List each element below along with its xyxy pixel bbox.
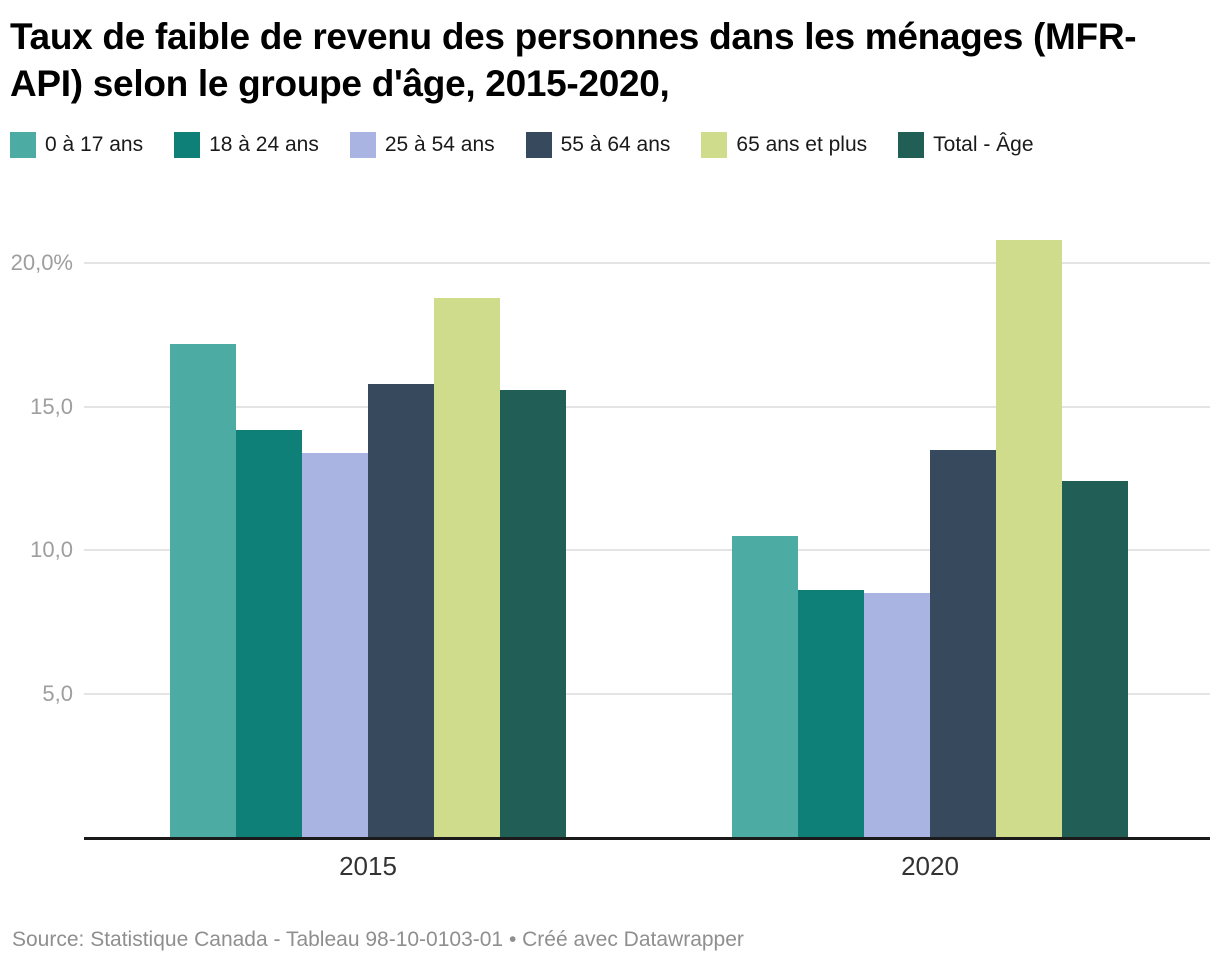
legend-color-swatch [525, 131, 552, 158]
legend-color-swatch [10, 131, 36, 158]
legend-item: 55 à 64 ans [525, 131, 671, 158]
bar [302, 452, 368, 837]
legend-item: 18 à 24 ans [174, 131, 319, 158]
legend-item-label: 55 à 64 ans [560, 132, 671, 156]
legend: 0 à 17 ans 18 à 24 ans 25 à 54 ans 55 à 64 … [10, 131, 1210, 158]
bar [236, 429, 302, 837]
gridline [84, 692, 1210, 695]
bar [500, 389, 566, 837]
y-axis-tick-label: 5,0 [42, 680, 73, 706]
gridline [84, 549, 1210, 552]
bar-chart: 5,0 10,0 15,0 20,0% 2015 2020 [0, 158, 1220, 898]
legend-color-swatch [898, 131, 925, 158]
legend-color-swatch [349, 131, 376, 158]
bar [170, 343, 236, 837]
bar [368, 383, 434, 837]
y-axis-tick-label: 10,0 [30, 537, 73, 563]
bar [930, 449, 996, 837]
x-axis-category-label: 2015 [339, 850, 397, 881]
gridline [84, 262, 1210, 265]
bar [996, 240, 1062, 837]
legend-item-label: Total - Âge [933, 132, 1034, 156]
legend-item-label: 0 à 17 ans [45, 132, 144, 156]
y-axis-tick-label: 20,0% [10, 250, 73, 276]
x-axis-line [84, 836, 1210, 840]
legend-item-label: 25 à 54 ans [384, 132, 495, 156]
bar [1062, 481, 1128, 837]
legend-item-label: 18 à 24 ans [209, 132, 319, 156]
legend-item: 0 à 17 ans [10, 131, 144, 158]
legend-item: 25 à 54 ans [349, 131, 495, 158]
gridline [84, 405, 1210, 408]
bar [732, 535, 798, 837]
plot: 5,0 10,0 15,0 20,0% [11, 229, 1210, 840]
bar [798, 590, 864, 837]
source-line: Source: Statistique Canada - Tableau 98-… [12, 927, 744, 951]
legend-color-swatch [174, 131, 201, 158]
bar [434, 297, 500, 837]
legend-item: Total - Âge [898, 131, 1034, 158]
legend-item: 65 ans et plus [701, 131, 868, 158]
legend-color-swatch [701, 131, 728, 158]
legend-item-label: 65 ans et plus [736, 132, 868, 156]
bar [864, 593, 930, 837]
y-axis-tick-label: 15,0 [30, 393, 73, 419]
chart-title: Taux de faible de revenu des personnes d… [10, 16, 1137, 104]
x-axis-category-label: 2020 [901, 850, 959, 881]
